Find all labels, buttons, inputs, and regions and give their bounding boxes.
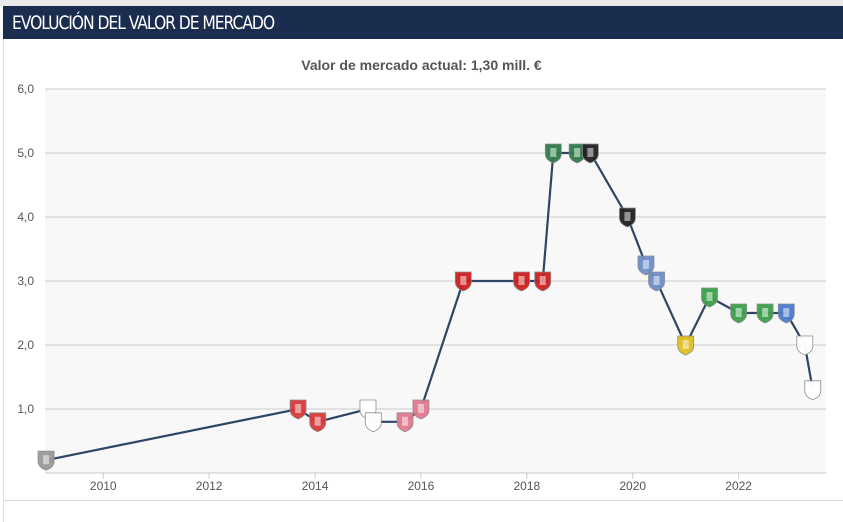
- club-crest-detail: [370, 416, 377, 426]
- club-crest-detail: [43, 455, 50, 465]
- y-tick-label: 1,0: [17, 402, 34, 416]
- y-tick-label: 2,0: [17, 338, 34, 352]
- club-crest-detail: [364, 404, 371, 413]
- panel-title: EVOLUCIÓN DEL VALOR DE MERCADO: [12, 12, 275, 34]
- club-crest-detail: [295, 404, 302, 413]
- current-market-value-text: Valor de mercado actual: 1,30 mill. €: [301, 57, 542, 73]
- club-crest-detail: [587, 148, 594, 157]
- x-tick-label: 2012: [196, 479, 223, 493]
- club-crest-detail: [550, 148, 557, 157]
- club-crest-detail: [314, 416, 321, 426]
- top-strip: [0, 0, 843, 6]
- club-crest-detail: [642, 260, 649, 269]
- panel-header: EVOLUCIÓN DEL VALOR DE MERCADO: [3, 6, 843, 39]
- panel-border: [3, 39, 4, 522]
- x-tick-label: 2022: [725, 479, 752, 493]
- current-market-value: Valor de mercado actual: 1,30 mill. €: [0, 57, 843, 73]
- club-crest-detail: [402, 416, 409, 426]
- club-crest-detail: [809, 384, 816, 394]
- club-crest-detail: [735, 308, 742, 317]
- club-crest-detail: [653, 276, 660, 285]
- y-tick-label: 3,0: [17, 274, 34, 288]
- club-crest-detail: [417, 404, 424, 413]
- x-tick-label: 2020: [619, 479, 646, 493]
- club-crest-detail: [801, 340, 808, 349]
- x-tick-label: 2014: [302, 479, 329, 493]
- y-tick-label: 5,0: [17, 146, 34, 160]
- club-crest-detail: [574, 148, 581, 157]
- x-tick-label: 2010: [90, 479, 117, 493]
- club-crest-detail: [783, 308, 790, 317]
- x-tick-label: 2016: [408, 479, 435, 493]
- club-crest-detail: [762, 308, 769, 317]
- footer-divider: [3, 500, 843, 501]
- club-crest-detail: [539, 276, 546, 285]
- y-tick-label: 6,0: [17, 82, 34, 96]
- x-tick-label: 2018: [513, 479, 540, 493]
- club-crest-detail: [518, 276, 525, 285]
- club-crest-detail: [682, 340, 689, 349]
- club-crest-detail: [706, 292, 713, 301]
- y-tick-label: 4,0: [17, 210, 34, 224]
- club-crest-detail: [624, 212, 631, 221]
- club-crest-detail: [460, 276, 467, 285]
